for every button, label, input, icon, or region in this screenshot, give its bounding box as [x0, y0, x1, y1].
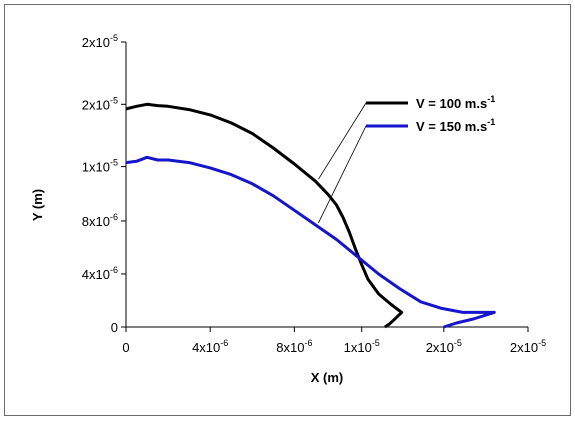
x-tick-label: 1x10-5	[344, 338, 380, 355]
axes: 0 4x10-6 8x10-6 1x10-5 2x10-5 2x10-5 0 4x10-6 8x…	[82, 33, 546, 355]
y-tick-label: 0	[111, 320, 118, 335]
x-tick-label: 2x10-5	[510, 338, 546, 355]
y-tick-label: 4x10-6	[82, 265, 118, 282]
legend: V = 100 m.s-1 V = 150 m.s-1	[318, 94, 495, 224]
legend-pointer-1	[318, 102, 367, 180]
x-tick-label: 2x10-5	[426, 338, 462, 355]
legend-label-1: V = 100 m.s-1	[416, 94, 495, 111]
x-tick-label: 8x10-6	[276, 338, 312, 355]
y-tick-label: 2x10-5	[82, 33, 118, 50]
legend-label-2: V = 150 m.s-1	[416, 117, 495, 134]
series-line-2	[125, 155, 496, 329]
x-tick-label: 0	[122, 340, 129, 355]
y-tick-label: 8x10-6	[82, 212, 118, 229]
y-tick-label: 1x10-5	[82, 158, 118, 175]
y-axis-title: Y (m)	[30, 189, 45, 221]
y-tick-label: 2x10-5	[82, 95, 118, 112]
legend-pointer-2	[318, 125, 367, 224]
x-axis-title: X (m)	[311, 370, 344, 385]
x-tick-label: 4x10-6	[192, 338, 228, 355]
plot-area	[125, 102, 496, 329]
series-line-1	[125, 102, 404, 329]
figure-frame	[4, 4, 571, 416]
